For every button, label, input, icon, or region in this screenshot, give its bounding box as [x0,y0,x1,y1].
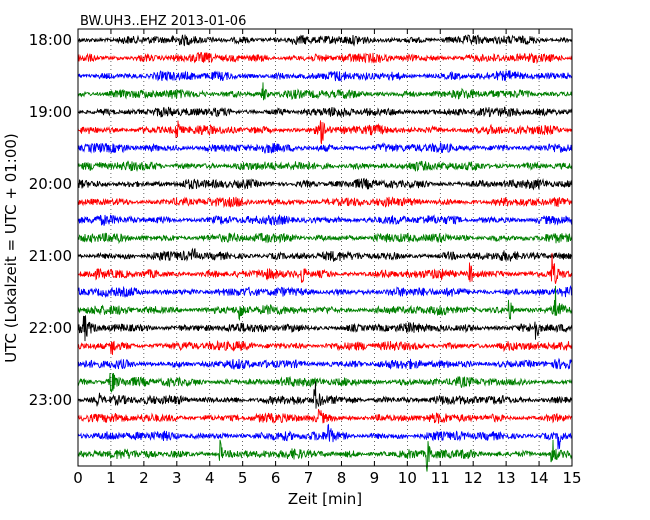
x-tick-label: 11 [431,469,450,487]
x-tick-label: 12 [464,469,483,487]
x-tick-label: 8 [337,469,347,487]
x-tick-label: 9 [370,469,380,487]
trace-21 [77,409,573,424]
seismic-traces [77,34,573,472]
y-tick-label: 23:00 [29,391,72,409]
minute-grid [110,29,540,466]
x-tick-label: 6 [271,469,281,487]
y-tick-label: 20:00 [29,175,72,193]
y-tick-label: 22:00 [29,319,72,337]
trace-7 [77,160,573,172]
plot-area [78,29,572,466]
trace-2 [77,70,573,82]
axis-ticks: 0 1 2 3 4 5 6 7 8 9 10 11 12 13 14 1518:0019:0020:0021:… [29,29,582,487]
trace-15 [77,285,573,322]
plot-frame [77,28,573,467]
trace-19 [77,372,573,393]
trace-22 [77,423,573,450]
x-axis-label: Zeit [min] [288,490,362,508]
trace-10 [77,214,573,226]
trace-12 [77,247,573,262]
trace-11 [77,232,573,245]
chart-title: BW.UH3..EHZ 2013-01-06 [80,14,246,29]
y-tick-label: 19:00 [29,103,72,121]
trace-16 [77,315,573,342]
trace-8 [77,177,573,191]
trace-23 [77,439,573,472]
x-tick-label: 5 [238,469,248,487]
trace-4 [77,106,573,118]
trace-20 [77,381,573,409]
x-tick-label: 4 [205,469,215,487]
trace-1 [77,51,573,65]
x-tick-label: 2 [139,469,149,487]
y-tick-label: 18:00 [29,31,72,49]
trace-6 [77,142,573,154]
trace-0 [77,34,573,47]
trace-14 [77,284,573,299]
trace-17 [77,339,573,355]
x-tick-label: 7 [304,469,314,487]
trace-13 [77,252,573,284]
x-tick-label: 10 [398,469,417,487]
x-tick-label: 0 [73,469,83,487]
trace-18 [77,357,573,370]
trace-5 [77,120,573,145]
x-tick-label: 3 [172,469,182,487]
y-axis-label: UTC (Lokalzeit = UTC + 01:00) [2,133,20,363]
y-tick-label: 21:00 [29,247,72,265]
trace-3 [77,82,573,101]
x-tick-label: 14 [530,469,549,487]
x-tick-label: 1 [106,469,116,487]
x-tick-label: 15 [562,469,581,487]
x-tick-label: 13 [497,469,516,487]
trace-9 [77,196,573,209]
